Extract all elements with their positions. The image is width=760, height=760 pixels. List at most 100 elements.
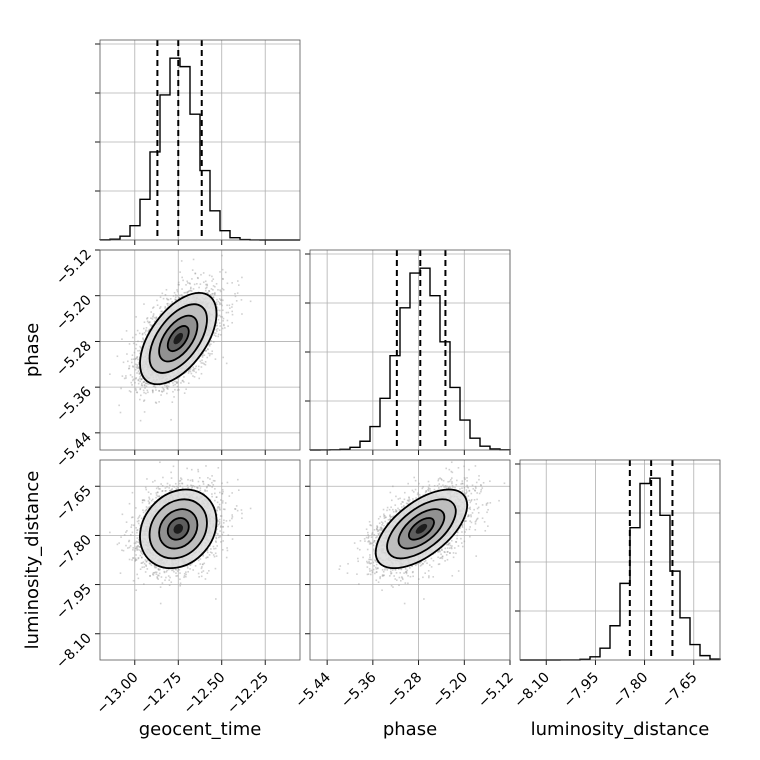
sample-point xyxy=(152,390,154,393)
sample-point xyxy=(237,489,240,491)
sample-point xyxy=(180,260,183,262)
sample-point xyxy=(144,333,147,336)
sample-point xyxy=(130,381,133,384)
sample-point xyxy=(181,380,184,382)
sample-point xyxy=(131,376,134,378)
sample-point xyxy=(205,283,207,286)
sample-point xyxy=(231,525,233,528)
sample-point xyxy=(142,338,144,341)
sample-point xyxy=(212,341,215,343)
sample-point xyxy=(147,330,149,332)
sample-point xyxy=(194,272,197,275)
sample-point xyxy=(241,517,243,520)
sample-point xyxy=(183,291,186,294)
sample-point xyxy=(221,254,223,257)
sample-point xyxy=(131,384,133,386)
sample-point xyxy=(169,303,171,306)
sample-point xyxy=(135,389,137,391)
sample-point xyxy=(140,378,143,381)
sample-point xyxy=(216,315,219,317)
sample-point xyxy=(165,288,168,291)
sample-point xyxy=(144,387,146,389)
sample-point xyxy=(135,377,138,379)
sample-point xyxy=(164,307,167,309)
sample-point xyxy=(161,292,164,295)
sample-point xyxy=(190,287,192,290)
sample-point xyxy=(179,294,181,297)
sample-point xyxy=(181,295,184,297)
sample-point xyxy=(132,336,134,339)
sample-point xyxy=(139,349,141,352)
sample-point xyxy=(142,511,145,514)
sample-point xyxy=(207,348,209,351)
sample-point xyxy=(185,573,187,576)
sample-point xyxy=(206,284,209,287)
sample-point xyxy=(152,574,155,576)
sample-point xyxy=(174,388,176,391)
sample-point xyxy=(210,288,213,290)
sample-point xyxy=(208,345,211,347)
sample-point xyxy=(222,309,224,312)
sample-point xyxy=(132,342,135,345)
sample-point xyxy=(215,282,218,285)
sample-point xyxy=(197,277,199,280)
sample-point xyxy=(152,307,154,309)
sample-point xyxy=(205,286,208,289)
sample-point xyxy=(146,389,149,392)
sample-point xyxy=(223,324,225,327)
sample-point xyxy=(218,302,221,304)
sample-point xyxy=(162,297,165,300)
sample-point xyxy=(191,278,193,280)
sample-point xyxy=(155,316,158,319)
sample-point xyxy=(200,372,203,375)
sample-point xyxy=(143,399,146,401)
sample-point xyxy=(136,391,139,394)
sample-point xyxy=(181,288,183,290)
sample-point xyxy=(165,297,168,300)
sample-point xyxy=(178,376,181,379)
sample-point xyxy=(153,316,156,319)
sample-point xyxy=(182,379,184,382)
sample-point xyxy=(172,384,175,387)
sample-point xyxy=(211,293,213,295)
sample-point xyxy=(200,273,202,276)
sample-point xyxy=(166,386,169,389)
panel-luminosity_distance-vs-geocent_time: −8.10−7.95−7.80−7.65−13.00−12.75−12.50−1… xyxy=(53,459,301,717)
sample-point xyxy=(132,358,135,361)
sample-point xyxy=(161,310,163,313)
sample-point xyxy=(231,303,234,306)
sample-point xyxy=(144,382,147,385)
sample-point xyxy=(164,305,167,308)
sample-point xyxy=(187,382,190,385)
sample-point xyxy=(221,548,224,551)
sample-point xyxy=(140,378,143,381)
sample-point xyxy=(170,471,172,474)
sample-point xyxy=(152,316,154,318)
sample-point xyxy=(199,283,202,285)
sample-point xyxy=(145,565,147,567)
sample-point xyxy=(128,343,131,345)
sample-point xyxy=(125,330,128,332)
sample-point xyxy=(217,300,220,303)
y-tick-label: −5.12 xyxy=(53,247,95,289)
sample-point xyxy=(148,498,151,500)
sample-point xyxy=(166,392,168,395)
sample-point xyxy=(178,296,180,299)
sample-point xyxy=(236,292,239,294)
sample-point xyxy=(206,356,209,359)
sample-point xyxy=(155,573,158,575)
sample-point xyxy=(234,292,236,295)
sample-point xyxy=(183,392,186,394)
sample-point xyxy=(163,388,165,391)
sample-point xyxy=(128,390,131,392)
sample-point xyxy=(193,376,196,378)
sample-point xyxy=(222,299,224,302)
sample-point xyxy=(129,374,132,376)
sample-point xyxy=(148,321,151,324)
sample-point xyxy=(159,307,161,310)
sample-point xyxy=(180,382,182,384)
sample-point xyxy=(208,290,211,293)
y-tick-label: −5.20 xyxy=(53,292,95,334)
sample-point xyxy=(137,363,140,365)
sample-point xyxy=(214,292,216,294)
